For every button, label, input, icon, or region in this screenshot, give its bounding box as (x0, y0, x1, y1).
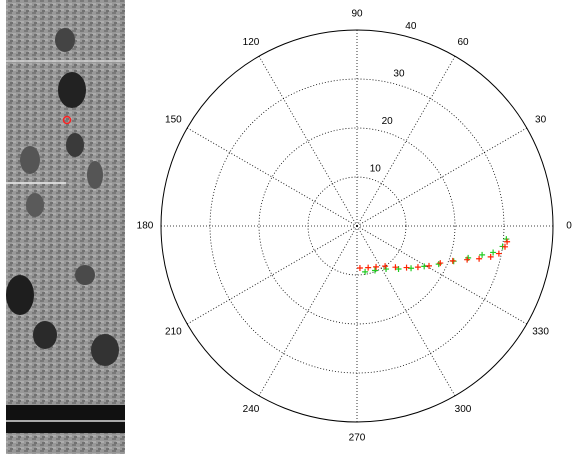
theta-tick-label: 60 (457, 37, 469, 48)
data-point (490, 249, 497, 256)
data-point (373, 263, 380, 270)
grid-spoke (258, 56, 358, 227)
r-tick-label: 40 (405, 21, 417, 32)
data-point (449, 257, 456, 264)
data-point (437, 260, 444, 267)
data-point (504, 238, 511, 245)
image-panel (6, 0, 125, 454)
theta-tick-label: 180 (137, 221, 154, 232)
theta-tick-label: 30 (535, 115, 547, 126)
grid-spoke (356, 127, 527, 227)
data-point (476, 255, 483, 262)
data-point (479, 251, 486, 258)
data-point (383, 266, 390, 273)
data-point (382, 263, 389, 270)
grid-spoke (187, 127, 358, 227)
data-point (464, 256, 471, 263)
polar-plot: 10 20 30 40 0 30 60 90 120 150 180 210 240 270 300 330 (137, 9, 573, 444)
theta-tick-label: 0 (566, 221, 572, 232)
data-point (501, 243, 508, 250)
r-tick-label: 20 (382, 116, 394, 127)
data-point (425, 262, 432, 269)
data-point (414, 264, 421, 271)
r-tick-label: 10 (370, 163, 382, 174)
grid-spoke (356, 56, 456, 227)
theta-tick-label: 240 (243, 404, 260, 415)
grid-spoke (187, 225, 358, 325)
theta-tick-label: 120 (243, 37, 260, 48)
data-point (365, 264, 372, 271)
data-point (495, 250, 502, 257)
data-point (395, 266, 402, 273)
theta-tick-label: 90 (351, 9, 363, 20)
data-point (408, 265, 415, 272)
theta-tick-label: 270 (349, 433, 366, 444)
theta-tick-label: 300 (455, 404, 472, 415)
data-point (392, 264, 399, 271)
data-point (362, 268, 369, 275)
theta-tick-label: 150 (165, 115, 182, 126)
data-point (403, 264, 410, 271)
theta-tick-label: 210 (165, 327, 182, 338)
data-point (487, 253, 494, 260)
r-tick-label: 30 (393, 68, 405, 79)
theta-tick-label: 330 (532, 327, 549, 338)
data-point (371, 267, 378, 274)
data-point (503, 236, 510, 243)
data-point (356, 265, 363, 272)
grid-circle (258, 127, 456, 325)
